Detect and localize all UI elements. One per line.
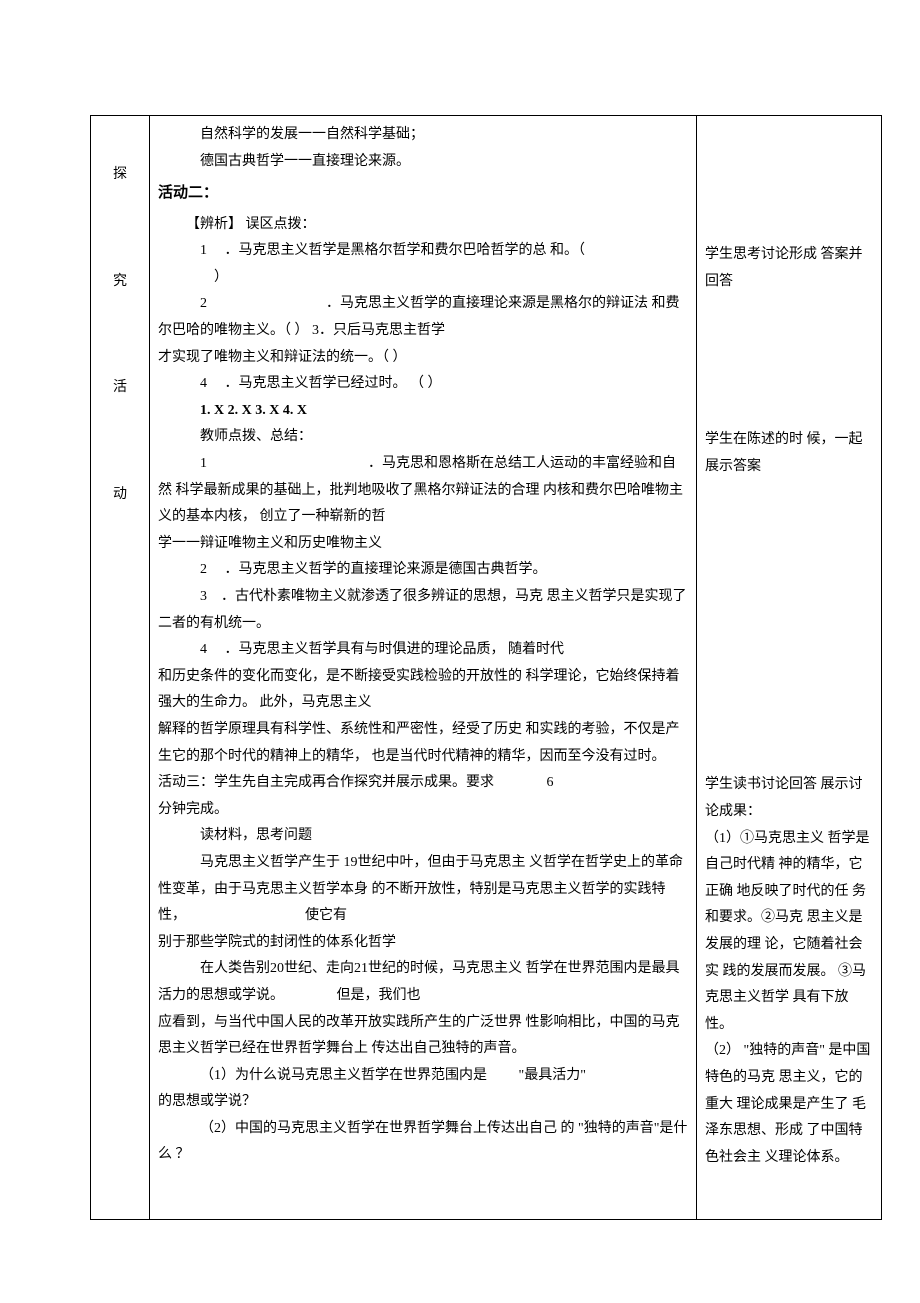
note-text: 学生思考讨论形成 答案并回答 [705,242,873,295]
list-text: ．马克思主义哲学具有与时俱进的理论品质， 随着时代 [225,642,565,657]
body-text: 4 ．马克思主义哲学具有与时俱进的理论品质， 随着时代 [158,637,688,664]
body-text: 2 ．马克思主义哲学的直接理论来源是德国古典哲学。 [158,557,688,584]
body-text: 马克思主义哲学产生于 19世纪中叶，但由于马克思主 义哲学在哲学史上的革命性变革… [158,850,688,930]
body-text: 4 ．马克思主义哲学已经过时。 （ ） [158,371,688,398]
body-span: （1）为什么说马克思主义哲学在世界范围内是 [200,1068,487,1083]
body-text: 的思想或学说？ [158,1089,688,1116]
list-text: ．马克思和恩格斯在总结工人运动的丰富经验和自然 科学最新成果的基础上，批判地吸收… [158,456,683,524]
notes-cell: 学生思考讨论形成 答案并回答 学生在陈述的时 候，一起展示答案 学生读书讨论回答… [697,116,882,1220]
list-text: ．马克思主义哲学已经过时。 （ ） [225,376,442,391]
list-num: 3 [200,589,207,604]
body-text: （1）为什么说马克思主义哲学在世界范围内是 "最具活力" [158,1063,688,1090]
note-block: 学生在陈述的时 候，一起展示答案 [705,427,873,480]
body-span: 使它有 [305,908,347,923]
list-text: ．马克思主义哲学的直接理论来源是德国古典哲学。 [225,562,547,577]
note-block: 学生思考讨论形成 答案并回答 [705,242,873,295]
list-num: 1 [200,456,207,471]
content-table: 探 究 活 动 自然科学的发展一一自然科学基础； 德国古典哲学一一直接理论来源。… [90,115,882,1220]
note-text: （2） "独特的声音" 是中国特色的马克 思主义，它的重大 理论成果是产生了 毛… [705,1038,873,1171]
body-text: 德国古典哲学一一直接理论来源。 [158,149,688,176]
document-page: 探 究 活 动 自然科学的发展一一自然科学基础； 德国古典哲学一一直接理论来源。… [0,0,920,1280]
side-char-1: 探 [99,122,141,229]
body-text: 才实现了唯物主义和辩证法的统一。（ ） [158,345,688,372]
list-num: 2 [200,296,207,311]
main-content-cell: 自然科学的发展一一自然科学基础； 德国古典哲学一一直接理论来源。 活动二： 【辨… [150,116,697,1220]
body-text: （2）中国的马克思主义哲学在世界哲学舞台上传达出自己 的 "独特的声音"是什么 … [158,1116,688,1169]
side-char-4: 动 [99,442,141,549]
body-text: 1 ．马克思主义哲学是黑格尔哲学和费尔巴哈哲学的总 和。（ [158,238,688,265]
body-text: 教师点拨、总结： [158,424,688,451]
body-text: 别于那些学院式的封闭性的体系化哲学 [158,930,688,957]
side-char-2: 究 [99,229,141,336]
note-text: 学生读书讨论回答 展示讨论成果： [705,772,873,825]
note-text: 学生在陈述的时 候，一起展示答案 [705,427,873,480]
list-text: ．马克思主义哲学是黑格尔哲学和费尔巴哈哲学的总 和。（ [225,243,586,258]
body-span: 活动三：学生先自主完成再合作探究并展示成果。要求 [158,775,494,790]
body-text: 3 ．古代朴素唯物主义就渗透了很多辨证的思想，马克 思主义哲学只是实现了二者的有… [158,584,688,637]
list-text: ．马克思主义哲学的直接理论来源是黑格尔的辩证法 和费尔巴哈的唯物主义。（ ） 3… [158,296,680,338]
body-text: 学一一辩证唯物主义和历史唯物主义 [158,531,688,558]
body-span: 马克思主义哲学产生于 19世纪中叶，但由于马克思主 义哲学在哲学史上的革命性变革… [158,855,683,923]
list-num: 1 [200,243,207,258]
body-text: 和历史条件的变化而变化，是不断接受实践检验的开放性的 科学理论，它始终保持着强大… [158,664,688,717]
body-text: 自然科学的发展一一自然科学基础； [158,122,688,149]
note-text: （1）①马克思主义 哲学是自己时代精 神的精华，它正确 地反映了时代的任 务和要… [705,826,873,1039]
list-text: ．古代朴素唯物主义就渗透了很多辨证的思想，马克 思主义哲学只是实现了二者的有机统… [158,589,687,631]
activity-heading: 活动二： [158,179,688,208]
body-text: 【辨析】 误区点拨： [158,212,688,239]
body-text: 应看到，与当代中国人民的改革开放实践所产生的广泛世界 性影响相比，中国的马克思主… [158,1010,688,1063]
body-text: 2 ．马克思主义哲学的直接理论来源是黑格尔的辩证法 和费尔巴哈的唯物主义。（ ）… [158,291,688,344]
body-span: "最具活力" [519,1068,586,1083]
list-num: 4 [200,642,207,657]
body-span: 但是，我们也 [337,988,421,1003]
answer-key: 1. X 2. X 3. X 4. X [158,398,688,425]
body-span: 6 [547,775,554,790]
side-label-cell: 探 究 活 动 [91,116,150,1220]
body-text: 解释的哲学原理具有科学性、系统性和严密性，经受了历史 和实践的考验，不仅是产生它… [158,717,688,770]
body-text: 读材料，思考问题 [158,823,688,850]
body-text: 活动三：学生先自主完成再合作探究并展示成果。要求 6 [158,770,688,797]
body-text: ） [158,265,688,292]
body-text: 分钟完成。 [158,797,688,824]
body-text: 1 ．马克思和恩格斯在总结工人运动的丰富经验和自然 科学最新成果的基础上，批判地… [158,451,688,531]
list-num: 2 [200,562,207,577]
list-num: 4 [200,376,207,391]
body-text: 在人类告别20世纪、走向21世纪的时候，马克思主义 哲学在世界范围内是最具活力的… [158,956,688,1009]
note-block: 学生读书讨论回答 展示讨论成果： （1）①马克思主义 哲学是自己时代精 神的精华… [705,772,873,1171]
side-char-3: 活 [99,335,141,442]
